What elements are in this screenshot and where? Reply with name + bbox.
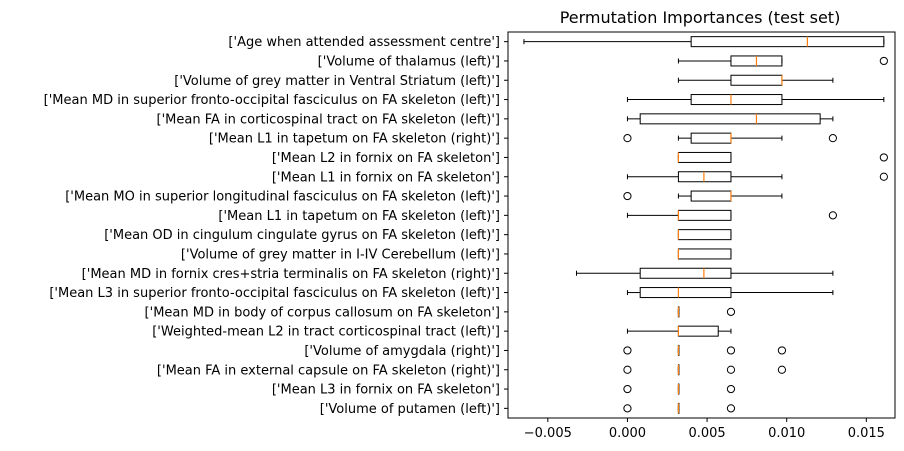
category-label: ['Mean L1 in tapetum on FA skeleton (lef… [218, 209, 500, 224]
box-iqr [677, 171, 732, 183]
x-tick-label: 0.015 [848, 426, 885, 441]
box-iqr [690, 190, 732, 202]
outlier-point [828, 134, 837, 143]
outlier-point [726, 307, 736, 316]
box-iqr [677, 229, 732, 241]
box-11 [677, 248, 732, 260]
outlier-point [726, 365, 736, 374]
category-label: ['Mean FA in corticospinal tract on FA s… [157, 112, 500, 127]
box-16 [623, 344, 787, 356]
outlier-point [623, 384, 632, 394]
category-label: ['Volume of thalamus (left)'] [318, 54, 500, 69]
category-label: ['Mean OD in cingulum cingulate gyrus on… [104, 228, 500, 243]
category-label: ['Age when attended assessment centre'] [228, 35, 500, 50]
outlier-point [879, 153, 888, 162]
x-tick-label: 0.000 [609, 426, 646, 441]
box-iqr [639, 287, 732, 299]
box-18 [623, 383, 736, 395]
box-iqr [677, 248, 732, 260]
outlier-point [879, 172, 888, 181]
box-17 [623, 364, 787, 376]
box-19 [623, 402, 736, 414]
chart-title: Permutation Importances (test set) [560, 8, 841, 27]
outlier-point [623, 365, 632, 374]
category-label: ['Volume of amygdala (right)'] [304, 344, 500, 359]
x-tick-label: 0.005 [688, 426, 725, 441]
box-iqr [690, 132, 732, 144]
outlier-point [726, 384, 736, 394]
outlier-point [828, 211, 837, 220]
x-axis-ticks: −0.005 0.000 0.005 0.010 0.015 [524, 418, 885, 441]
box-2 [677, 74, 834, 86]
box-5 [623, 132, 837, 144]
box-0 [523, 36, 885, 48]
category-label: ['Mean L3 in fornix on FA skeleton'] [272, 383, 500, 398]
outlier-point [777, 365, 787, 374]
outlier-point [777, 346, 787, 355]
category-label: ['Volume of putamen (left)'] [320, 402, 500, 417]
box-iqr [690, 36, 885, 48]
x-tick-label: 0.010 [768, 426, 805, 441]
category-label: ['Mean MD in body of corpus callosum on … [145, 305, 500, 320]
box-iqr [690, 94, 783, 106]
category-label: ['Weighted-mean L2 in tract corticospina… [152, 325, 500, 340]
category-label: ['Volume of grey matter in I-IV Cerebell… [181, 247, 500, 262]
box-iqr [639, 113, 821, 125]
box-13 [626, 287, 834, 299]
box-8 [623, 190, 783, 202]
box-7 [626, 171, 888, 183]
box-15 [626, 325, 732, 337]
category-label: ['Mean L1 in fornix on FA skeleton'] [272, 170, 500, 185]
box-6 [677, 151, 888, 163]
box-4 [626, 113, 834, 125]
boxes-layer [523, 36, 888, 414]
outlier-point [623, 404, 632, 413]
category-label: ['Mean L3 in superior fronto-occipital f… [49, 286, 500, 301]
outlier-point [726, 404, 736, 413]
outlier-point [623, 134, 632, 143]
outlier-point [623, 191, 632, 201]
box-12 [575, 267, 834, 279]
category-label: ['Mean L2 in fornix on FA skeleton'] [272, 151, 500, 166]
box-1 [677, 55, 888, 67]
box-10 [677, 229, 732, 241]
category-label: ['Volume of grey matter in Ventral Stria… [174, 74, 500, 89]
plot-frame [507, 31, 896, 419]
outlier-point [726, 346, 736, 355]
box-iqr [677, 209, 732, 221]
category-label: ['Mean FA in external capsule on FA skel… [157, 363, 500, 378]
outlier-point [623, 346, 632, 355]
box-3 [626, 94, 885, 106]
x-tick-label: −0.005 [524, 426, 572, 441]
box-9 [626, 209, 837, 221]
box-iqr [639, 267, 732, 279]
category-label: ['Mean MD in fornix cres+stria terminali… [82, 267, 500, 282]
box-iqr [677, 325, 719, 337]
box-iqr [730, 74, 783, 86]
category-labels: ['Age when attended assessment centre'] [… [44, 35, 508, 417]
category-label: ['Mean MD in superior fronto-occipital f… [44, 93, 500, 108]
category-label: ['Mean MO in superior longitudinal fasci… [65, 190, 500, 205]
outlier-point [879, 56, 888, 66]
box-14 [677, 306, 736, 318]
category-label: ['Mean L1 in tapetum on FA skeleton (rig… [209, 132, 500, 147]
box-iqr [677, 151, 732, 163]
